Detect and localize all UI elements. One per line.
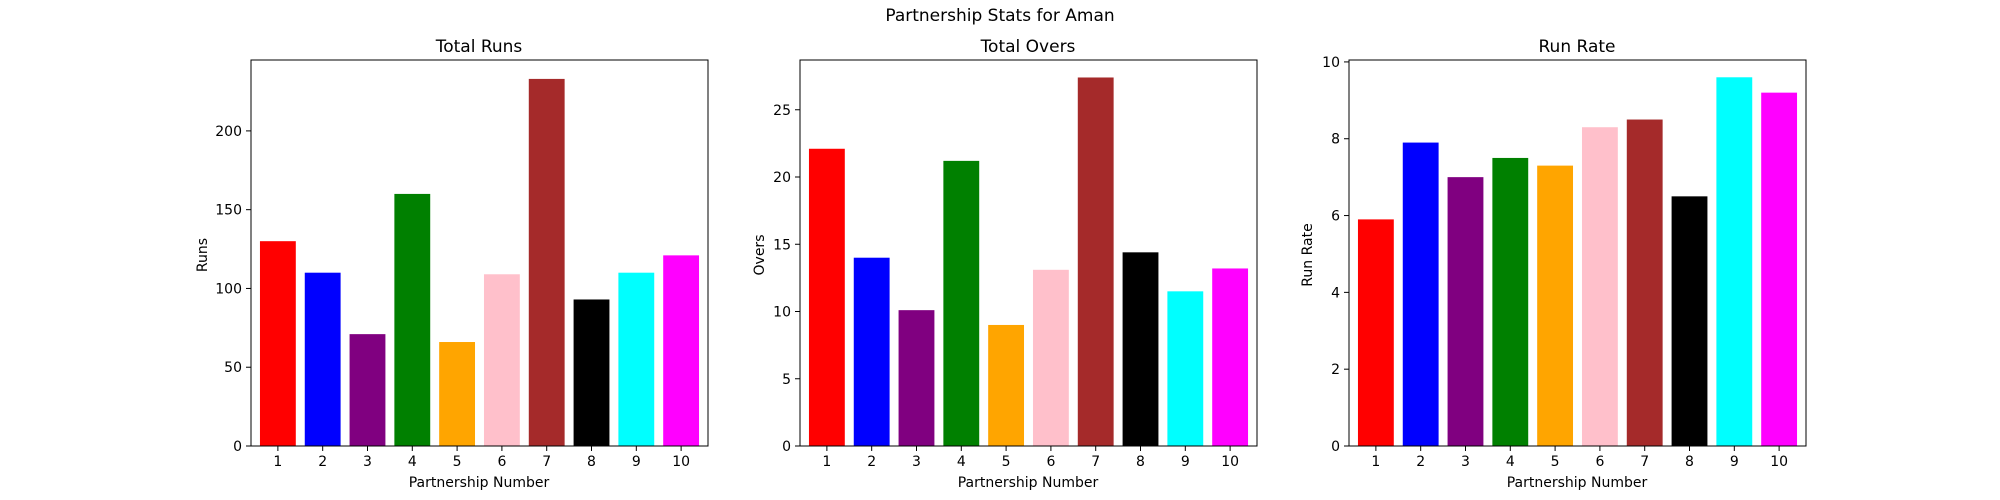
bar-partnership-6 bbox=[1032, 269, 1069, 446]
bar-partnership-2 bbox=[304, 272, 341, 446]
bar-partnership-5 bbox=[1537, 165, 1574, 446]
x-tick-label: 7 bbox=[542, 454, 551, 470]
x-tick-label: 5 bbox=[1551, 454, 1560, 470]
y-axis-label: Runs bbox=[195, 238, 211, 272]
x-tick-label: 5 bbox=[453, 454, 462, 470]
x-tick-label: 8 bbox=[1136, 454, 1145, 470]
bar-partnership-6 bbox=[483, 274, 520, 446]
bar-partnership-5 bbox=[439, 342, 476, 446]
bar-partnership-10 bbox=[663, 255, 700, 446]
bar-partnership-3 bbox=[1447, 177, 1484, 446]
x-tick-label: 3 bbox=[363, 454, 372, 470]
y-tick-label: 5 bbox=[782, 372, 791, 388]
x-tick-label: 10 bbox=[1770, 454, 1788, 470]
bar-partnership-10 bbox=[1212, 268, 1249, 446]
y-tick-label: 2 bbox=[1331, 362, 1340, 378]
x-tick-label: 10 bbox=[1221, 454, 1239, 470]
chart-title: Run Rate bbox=[1539, 37, 1616, 57]
x-tick-label: 7 bbox=[1091, 454, 1100, 470]
bar-partnership-2 bbox=[853, 257, 890, 446]
x-tick-label: 9 bbox=[1730, 454, 1739, 470]
bar-partnership-7 bbox=[1626, 119, 1663, 446]
bar-partnership-2 bbox=[1402, 142, 1439, 446]
bar-partnership-1 bbox=[1357, 219, 1394, 446]
y-tick-label: 10 bbox=[1322, 55, 1340, 71]
x-tick-label: 1 bbox=[822, 454, 831, 470]
y-axis-label: Run Rate bbox=[1300, 223, 1316, 286]
bar-partnership-7 bbox=[1077, 77, 1114, 447]
y-tick-label: 6 bbox=[1331, 209, 1340, 225]
x-tick-label: 2 bbox=[867, 454, 876, 470]
axes-frame bbox=[799, 59, 1258, 447]
y-tick-label: 100 bbox=[215, 281, 242, 297]
chart-title: Total Overs bbox=[980, 37, 1076, 57]
bar-partnership-4 bbox=[1492, 157, 1529, 446]
x-tick-label: 6 bbox=[497, 454, 506, 470]
bar-partnership-8 bbox=[573, 299, 610, 446]
figure-title: Partnership Stats for Aman bbox=[885, 6, 1115, 26]
y-tick-label: 20 bbox=[773, 170, 791, 186]
bar-partnership-10 bbox=[1761, 92, 1798, 447]
x-axis-label: Partnership Number bbox=[409, 475, 550, 491]
y-tick-label: 8 bbox=[1331, 132, 1340, 148]
y-tick-label: 150 bbox=[215, 203, 242, 219]
y-tick-label: 15 bbox=[773, 237, 791, 253]
x-tick-label: 10 bbox=[672, 454, 690, 470]
y-tick-label: 0 bbox=[1331, 439, 1340, 455]
x-tick-label: 7 bbox=[1640, 454, 1649, 470]
bar-partnership-8 bbox=[1122, 252, 1159, 446]
bar-partnership-3 bbox=[898, 310, 935, 446]
x-tick-label: 1 bbox=[273, 454, 282, 470]
axes-frame bbox=[1348, 59, 1807, 447]
axes-frame bbox=[250, 59, 709, 447]
x-tick-label: 8 bbox=[1685, 454, 1694, 470]
x-tick-label: 4 bbox=[408, 454, 417, 470]
y-tick-label: 10 bbox=[773, 305, 791, 321]
y-tick-label: 25 bbox=[773, 103, 791, 119]
bar-partnership-6 bbox=[1581, 127, 1618, 446]
x-tick-label: 2 bbox=[318, 454, 327, 470]
bar-partnership-7 bbox=[528, 78, 565, 446]
bar-partnership-4 bbox=[394, 193, 431, 446]
x-tick-label: 4 bbox=[957, 454, 966, 470]
y-tick-label: 0 bbox=[782, 439, 791, 455]
bar-partnership-9 bbox=[618, 272, 655, 446]
bar-partnership-4 bbox=[943, 160, 980, 446]
x-tick-label: 9 bbox=[1181, 454, 1190, 470]
x-tick-label: 4 bbox=[1506, 454, 1515, 470]
x-axis-label: Partnership Number bbox=[958, 475, 1099, 491]
y-axis-label: Overs bbox=[752, 235, 768, 276]
x-tick-label: 5 bbox=[1002, 454, 1011, 470]
bar-partnership-1 bbox=[808, 148, 845, 447]
y-tick-label: 4 bbox=[1331, 285, 1340, 301]
bar-partnership-9 bbox=[1167, 291, 1204, 446]
x-tick-label: 3 bbox=[912, 454, 921, 470]
x-axis-label: Partnership Number bbox=[1507, 475, 1648, 491]
x-tick-label: 8 bbox=[587, 454, 596, 470]
y-tick-label: 50 bbox=[224, 360, 242, 376]
x-tick-label: 6 bbox=[1595, 454, 1604, 470]
bar-partnership-9 bbox=[1716, 77, 1753, 447]
x-tick-label: 2 bbox=[1416, 454, 1425, 470]
x-tick-label: 6 bbox=[1046, 454, 1055, 470]
y-tick-label: 200 bbox=[215, 124, 242, 140]
x-tick-label: 9 bbox=[632, 454, 641, 470]
y-tick-label: 0 bbox=[233, 439, 242, 455]
bar-partnership-5 bbox=[988, 324, 1025, 446]
chart-title: Total Runs bbox=[435, 37, 523, 57]
bar-partnership-8 bbox=[1671, 196, 1708, 446]
x-tick-label: 3 bbox=[1461, 454, 1470, 470]
bar-partnership-1 bbox=[259, 241, 296, 446]
bar-partnership-3 bbox=[349, 334, 386, 446]
x-tick-label: 1 bbox=[1371, 454, 1380, 470]
